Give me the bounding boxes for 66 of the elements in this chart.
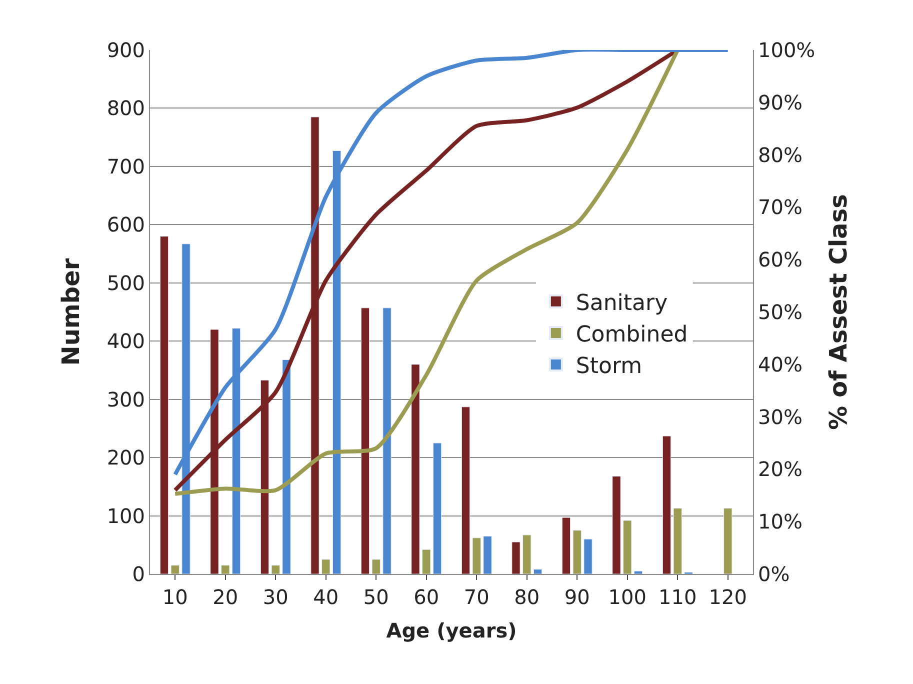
y2-axis-title: % of Assest Class — [824, 194, 852, 430]
y-tick-label: 900 — [106, 38, 145, 62]
x-tick-label: 20 — [212, 585, 238, 609]
x-tick-label: 10 — [162, 585, 188, 609]
bar — [160, 236, 169, 574]
x-tick-label: 60 — [414, 585, 440, 609]
legend-label: Storm — [576, 354, 642, 380]
bar — [522, 534, 532, 574]
bar — [724, 508, 732, 574]
bar — [422, 549, 431, 574]
y-tick-label: 300 — [106, 387, 145, 412]
y2-tick-label: 20% — [758, 457, 802, 482]
x-tick-label: 110 — [658, 585, 697, 609]
bar — [512, 542, 520, 574]
bar — [432, 442, 442, 574]
bar — [411, 364, 420, 574]
x-tick-label: 70 — [464, 585, 490, 609]
bar — [562, 517, 571, 574]
bar — [572, 530, 582, 574]
bar — [461, 406, 470, 574]
y2-tick-label: 70% — [758, 195, 802, 220]
y2-tick-label: 90% — [758, 90, 802, 114]
bar — [170, 565, 180, 574]
x-axis-title: Age (years) — [386, 618, 517, 642]
x-tick-label: 100 — [608, 585, 646, 609]
bar — [472, 538, 481, 574]
bar — [322, 559, 330, 574]
x-tick-label: 30 — [262, 585, 288, 609]
y-tick-label: 500 — [106, 270, 145, 295]
bar — [221, 565, 230, 574]
bar — [673, 508, 682, 574]
y-axis-title: Number — [56, 258, 85, 366]
x-tick-label: 40 — [313, 585, 339, 609]
y-tick-label: 700 — [106, 154, 145, 178]
legend-label: Sanitary — [576, 290, 668, 316]
bar — [382, 308, 392, 574]
y2-tick-label: 50% — [758, 300, 802, 324]
y2-tick-label: 40% — [758, 352, 802, 376]
bar — [533, 569, 542, 574]
y-tick-label: 400 — [106, 329, 145, 354]
y2-tick-label: 100% — [758, 38, 816, 62]
bar — [360, 308, 370, 574]
x-tick-label: 90 — [564, 585, 590, 609]
y-tick-label: 600 — [106, 212, 145, 237]
legend-label: Combined — [576, 322, 688, 348]
y2-tick-label: 30% — [758, 404, 802, 429]
y2-tick-label: 0% — [758, 562, 790, 586]
y-tick-label: 200 — [106, 446, 145, 470]
bar — [634, 570, 643, 574]
x-tick-label: 50 — [363, 585, 389, 609]
x-tick-label: 120 — [708, 585, 747, 609]
bar — [584, 538, 592, 574]
y-tick-label: 0 — [132, 562, 145, 586]
y-tick-label: 100 — [106, 504, 145, 528]
y2-tick-label: 10% — [758, 510, 802, 534]
bar — [483, 536, 492, 574]
bar — [612, 476, 621, 574]
y2-tick-label: 60% — [758, 248, 802, 272]
bar — [271, 565, 280, 574]
bar — [372, 559, 380, 574]
bar — [282, 359, 291, 574]
bar — [662, 436, 672, 574]
x-tick-label: 80 — [514, 585, 540, 609]
bar — [623, 520, 632, 574]
y-tick-label: 800 — [106, 96, 145, 120]
y2-tick-label: 80% — [758, 142, 802, 167]
